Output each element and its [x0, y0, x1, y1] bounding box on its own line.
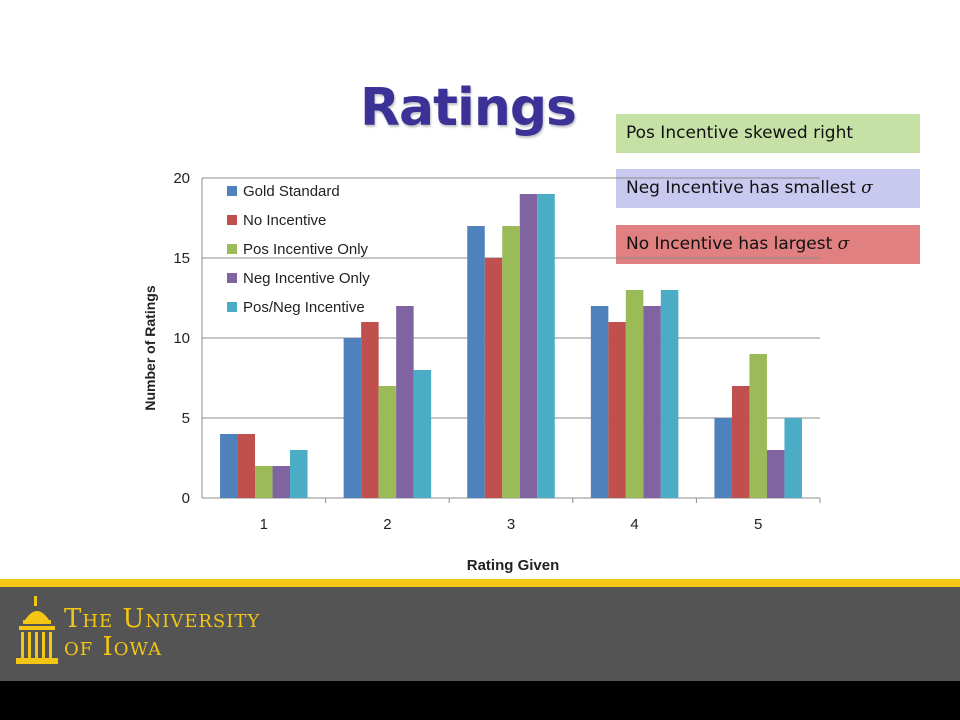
bar	[519, 194, 538, 498]
legend-swatch	[227, 215, 237, 225]
x-axis-title: Rating Given	[467, 557, 560, 574]
callout-pos-incentive: Pos Incentive skewed right	[616, 114, 920, 153]
bar	[467, 226, 485, 498]
y-tick-label: 5	[182, 410, 190, 427]
footer-bar	[0, 587, 960, 681]
x-tick-label: 2	[383, 516, 391, 533]
bar	[220, 434, 238, 498]
bar	[766, 450, 785, 498]
bar	[378, 386, 397, 498]
callout-label: No Incentive has largest	[626, 234, 833, 254]
logo-line-2: of Iowa	[64, 632, 163, 662]
legend-swatch	[227, 244, 237, 254]
bar	[749, 354, 767, 498]
bar	[608, 322, 626, 498]
bar	[272, 466, 291, 498]
old-capitol-icon	[14, 596, 60, 672]
y-tick-label: 0	[182, 490, 190, 507]
bar	[290, 450, 308, 498]
y-tick-label: 10	[173, 330, 190, 347]
legend-label: Pos/Neg Incentive	[243, 299, 365, 316]
callout-neg-incentive: Neg Incentive has smallest σ	[616, 169, 920, 208]
slide-title: Ratings	[360, 78, 577, 138]
bar	[255, 466, 273, 498]
legend-label: Pos Incentive Only	[243, 241, 369, 258]
footer-bottom-strip	[0, 681, 960, 720]
y-axis-title: Number of Ratings	[142, 285, 158, 410]
x-tick-label: 3	[507, 516, 515, 533]
bar	[502, 226, 520, 498]
x-tick-label: 4	[630, 516, 638, 533]
x-tick-label: 1	[260, 516, 268, 533]
bar	[484, 258, 503, 498]
university-logo: The University of Iowa	[64, 605, 260, 661]
bar	[237, 434, 256, 498]
bar	[343, 338, 362, 498]
y-tick-label: 20	[173, 170, 190, 187]
legend-label: Gold Standard	[243, 183, 340, 200]
footer-gold-stripe	[0, 579, 960, 587]
bar	[731, 386, 750, 498]
bar	[413, 370, 432, 498]
legend-label: No Incentive	[243, 212, 326, 229]
bar	[660, 290, 679, 498]
sigma-symbol: σ	[861, 178, 873, 198]
bar	[361, 322, 379, 498]
legend-swatch	[227, 273, 237, 283]
bar	[537, 194, 555, 498]
y-tick-label: 15	[173, 250, 190, 267]
ratings-bar-chart: 0 5 10 15 20 1 2 3 4 5 Rating Given Number of Ratin…	[142, 170, 821, 574]
legend-swatch	[227, 186, 237, 196]
sigma-symbol: σ	[837, 234, 850, 254]
bar	[625, 290, 644, 498]
x-tick-label: 5	[754, 516, 762, 533]
callout-label: Pos Incentive skewed right	[626, 123, 854, 143]
bar	[643, 306, 661, 498]
legend-swatch	[227, 302, 237, 312]
legend-label: Neg Incentive Only	[243, 270, 370, 287]
callout-label: Neg Incentive has smallest	[626, 178, 856, 198]
bar	[784, 418, 802, 498]
bar	[396, 306, 414, 498]
bar	[714, 418, 732, 498]
bar	[590, 306, 609, 498]
logo-line-1: The University	[64, 604, 261, 634]
